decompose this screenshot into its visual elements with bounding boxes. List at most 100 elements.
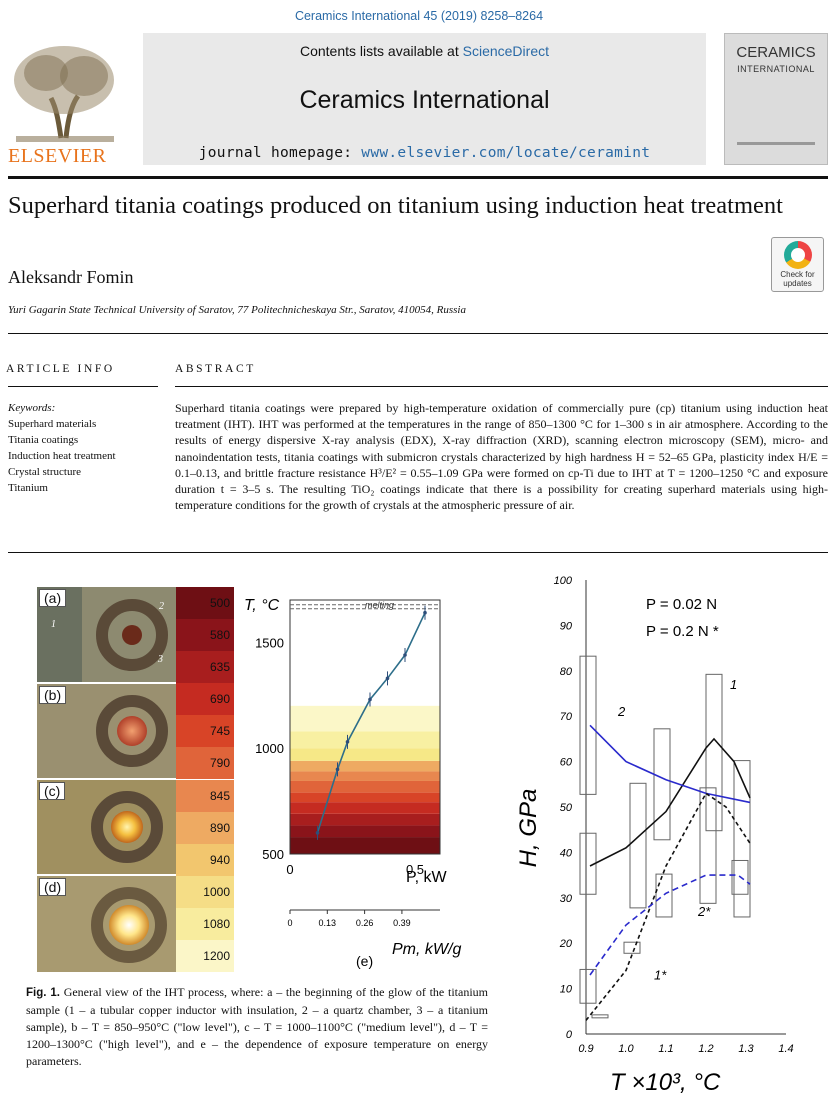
- y-tick-label: 500: [262, 847, 284, 862]
- divider: [8, 333, 828, 334]
- melting-label: melting: [365, 600, 394, 610]
- legend-entry: P = 0.02 N: [646, 596, 717, 613]
- range-box: [653, 728, 671, 841]
- cover-subtitle: INTERNATIONAL: [737, 64, 815, 74]
- legend-entry: P = 0.2 N *: [646, 623, 719, 640]
- temperature-band: [290, 792, 440, 803]
- y-axis-label: T, °C: [244, 597, 280, 614]
- divider: [175, 386, 828, 387]
- plot-frame: [289, 599, 441, 855]
- sample-label-2: 2: [159, 601, 164, 612]
- abstract-text: Superhard titania coatings were prepared…: [175, 401, 828, 513]
- keywords-list: Superhard materials Titania coatings Ind…: [8, 416, 116, 496]
- journal-reference[interactable]: Ceramics International 45 (2019) 8258–82…: [294, 9, 544, 23]
- range-box: [629, 782, 647, 909]
- y-tick-label: 100: [554, 575, 573, 587]
- colorbar-cell: 890: [176, 811, 234, 844]
- panel-e-label: (e): [356, 953, 373, 969]
- x-axis-label: P, kW: [406, 869, 448, 886]
- range-box: [705, 673, 723, 832]
- caption-text: General view of the IHT process, where: …: [26, 985, 488, 1068]
- author-name: Aleksandr Fomin: [8, 267, 134, 287]
- data-point: [368, 697, 372, 702]
- article-info-heading: ARTICLE INFO: [6, 363, 115, 375]
- y-tick-label: 1500: [255, 635, 284, 650]
- range-box: [579, 655, 597, 795]
- sciencedirect-link[interactable]: ScienceDirect: [462, 43, 549, 59]
- journal-name: Ceramics International: [299, 86, 550, 114]
- x-tick-label: 1.4: [778, 1043, 793, 1055]
- keyword: Crystal structure: [8, 466, 82, 478]
- hardness-curve-1: [589, 737, 751, 867]
- colorbar-cell: 500: [176, 587, 234, 620]
- hardness-curve-1-star: [585, 792, 751, 1021]
- y-tick-label: 90: [560, 620, 573, 632]
- temperature-band: [290, 771, 440, 781]
- photo-panels-graphic: [37, 587, 177, 972]
- cover-decoration: [737, 142, 815, 145]
- range-box: [591, 1014, 609, 1019]
- colorbar-cell: 790: [176, 747, 234, 780]
- sample-label-1: 1: [51, 619, 56, 630]
- curve-label: 2: [617, 704, 626, 719]
- range-box: [733, 760, 751, 918]
- x-axis-label: T ×10³, °C: [610, 1069, 721, 1096]
- x2-tick-label: 0.26: [356, 918, 374, 928]
- panel-label-d: (d): [39, 878, 67, 896]
- homepage-link[interactable]: www.elsevier.com/locate/ceramint: [361, 145, 651, 161]
- x-tick-label: 0.5: [406, 862, 424, 877]
- curve-label: 2*: [697, 904, 711, 919]
- temperature-band: [290, 731, 440, 749]
- range-box: [623, 941, 641, 954]
- elsevier-tree-logo: [6, 38, 124, 164]
- journal-cover: CERAMICS INTERNATIONAL: [724, 33, 828, 165]
- keyword: Titanium: [8, 482, 48, 494]
- range-box: [731, 859, 749, 895]
- article-title: Superhard titania coatings produced on t…: [8, 192, 783, 219]
- y-tick-label: 70: [560, 711, 573, 723]
- photo-panels: (a) (b) (c) (d) 1 2 3: [37, 587, 177, 972]
- x-tick-label: 1.3: [738, 1043, 754, 1055]
- colorbar-cell: 690: [176, 683, 234, 716]
- y-tick-label: 50: [560, 802, 573, 814]
- colorbar-cell: 940: [176, 843, 234, 876]
- x-tick-label: 0.9: [578, 1043, 593, 1055]
- y-tick-label: 0: [566, 1029, 573, 1041]
- colorbar-cell: 1080: [176, 907, 234, 940]
- keywords-label: Keywords:: [8, 402, 56, 414]
- panel-label-c: (c): [39, 782, 66, 800]
- divider: [8, 552, 828, 553]
- x2-axis-label: Pm, kW/g: [392, 941, 461, 958]
- colorbar-cell: 580: [176, 619, 234, 652]
- curve-label: 1: [730, 677, 737, 692]
- temperature-colorbar: 500 580 635 690 745 790 845 890 940 1000 1080 1200: [176, 587, 234, 972]
- x2-tick-label: 0: [287, 918, 292, 928]
- check-updates-icon: [783, 241, 812, 269]
- cover-title: CERAMICS: [736, 44, 816, 61]
- x-tick-label: 0: [286, 862, 293, 877]
- temperature-band: [290, 748, 440, 761]
- check-for-updates-button[interactable]: Check for updates: [771, 237, 824, 292]
- check-updates-label: Check for updates: [780, 270, 815, 288]
- keyword: Titania coatings: [8, 434, 79, 446]
- panel-label-b: (b): [39, 686, 67, 704]
- temperature-band: [290, 825, 440, 838]
- hardness-curve-2-star: [589, 874, 751, 976]
- x-tick-label: 1.1: [658, 1043, 673, 1055]
- sample-label-3: 3: [158, 654, 163, 665]
- y-axis-label: H, GPa: [515, 789, 542, 868]
- temperature-band: [290, 760, 440, 772]
- curve-label: 1*: [654, 968, 667, 983]
- divider: [8, 386, 158, 387]
- homepage-line: journal homepage: www.elsevier.com/locat…: [198, 145, 651, 161]
- chart-hardness: 0 10 20 30 40 50 60 70 80 90 100 0.9 1.0 1.1 1.2 1.3 1.4…: [515, 575, 794, 1096]
- x2-tick-label: 0.39: [393, 918, 411, 928]
- colorbar-cell: 1000: [176, 875, 234, 908]
- abstract-heading: ABSTRACT: [175, 363, 256, 375]
- data-point: [423, 610, 427, 615]
- data-point: [345, 740, 350, 744]
- journal-banner: [143, 33, 706, 165]
- figure-caption: Fig. 1. General view of the IHT process,…: [26, 984, 488, 1070]
- header-divider: [8, 176, 828, 179]
- data-point: [315, 831, 320, 835]
